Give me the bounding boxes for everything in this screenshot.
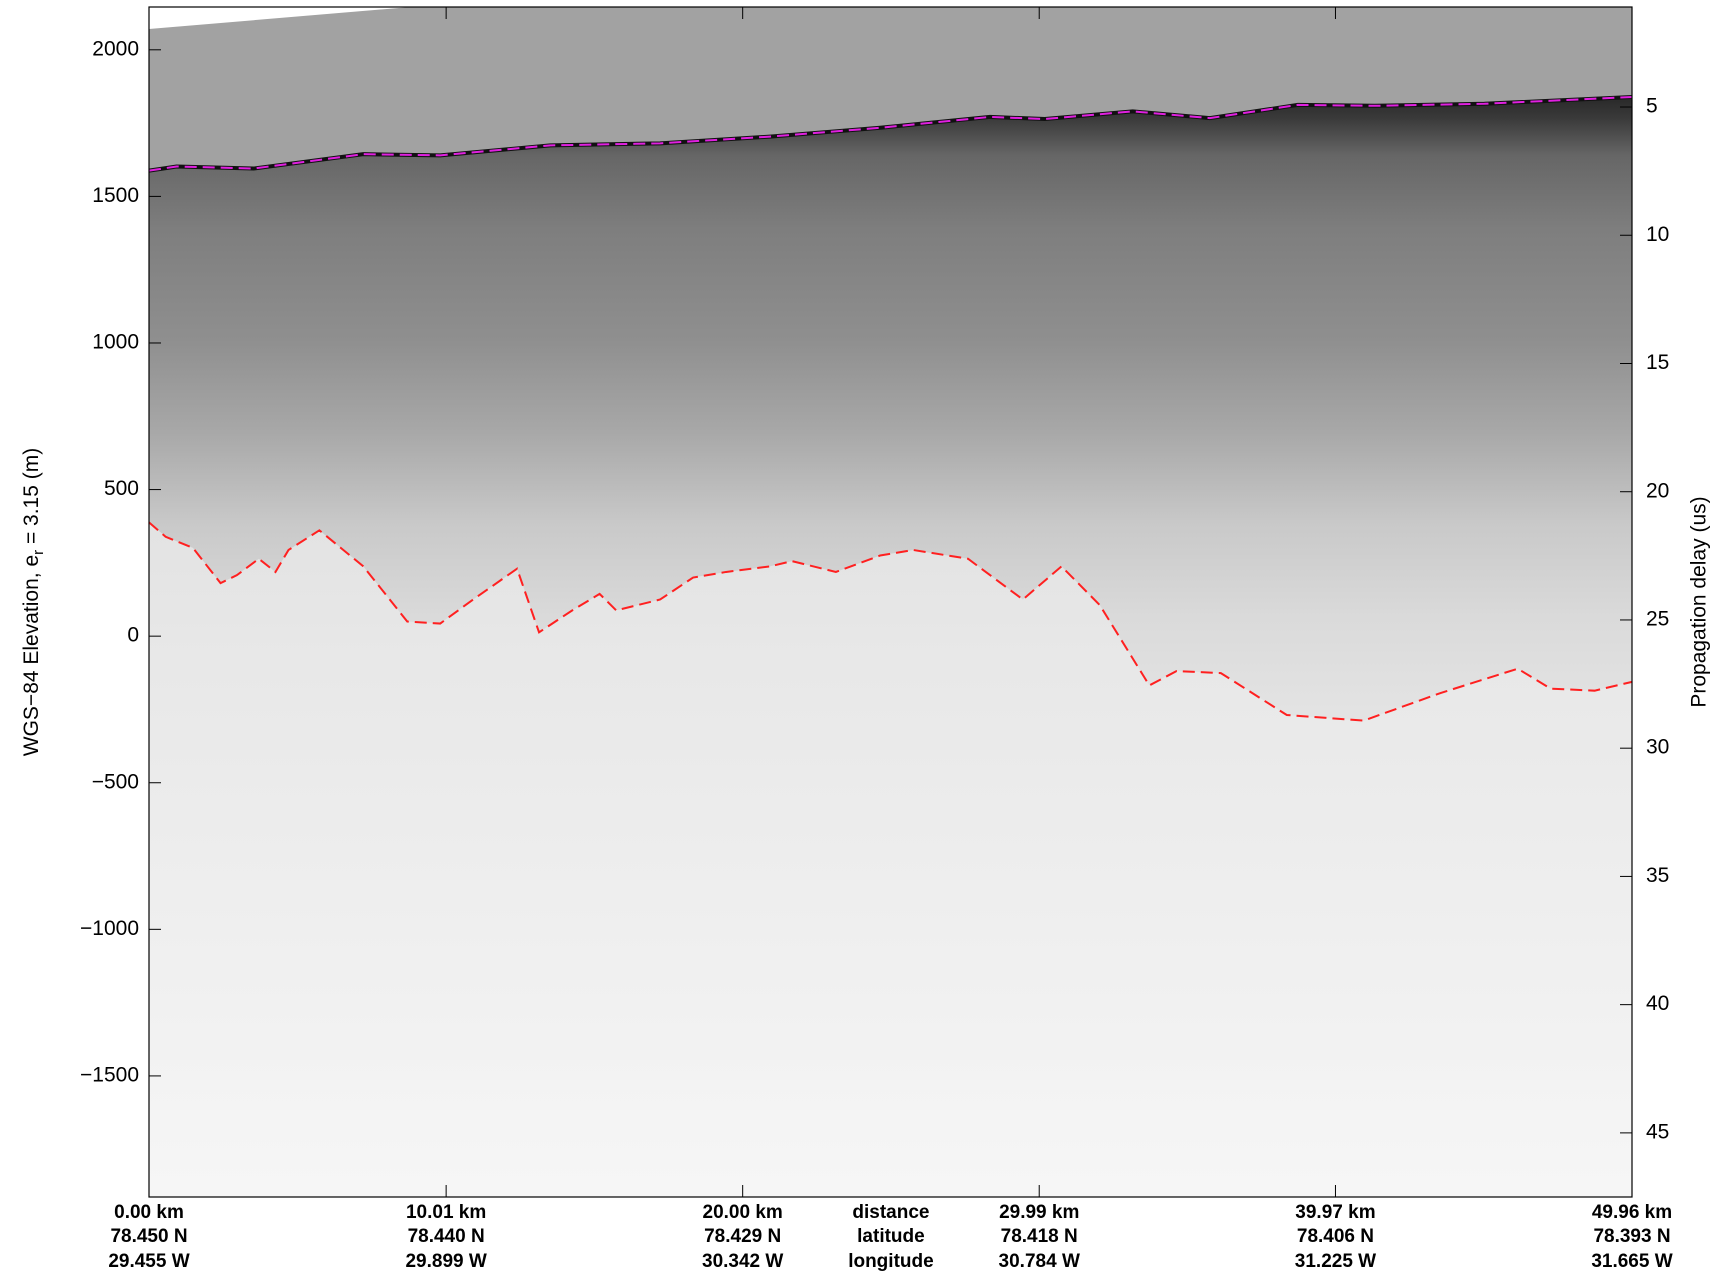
plot-frame [148,6,1633,1198]
y2-tick-label: 5 [1646,95,1658,118]
y2-tick-label: 45 [1646,1120,1669,1143]
y-axis-label-text: WGS−84 Elevation, e [20,555,43,756]
x-row-label: longitude [848,1251,933,1272]
layer-line [148,521,1633,722]
x-tick-latitude: 78.418 N [1001,1226,1078,1247]
y-tick-label: 1500 [92,184,139,207]
x-tick-longitude: 31.665 W [1591,1251,1672,1272]
x-tick-label: 20.00 km [703,1202,783,1223]
y-axis-label-subscript: r [30,550,47,555]
echogram [149,7,1632,1197]
echogram-blank [149,7,411,29]
x-tick-longitude: 29.899 W [405,1251,486,1272]
y2-tick-label: 40 [1646,992,1669,1015]
x-tick-label: 0.00 km [114,1202,184,1223]
x-tick-label: 29.99 km [999,1202,1079,1223]
x-row-label: latitude [857,1226,925,1247]
y2-tick-label: 10 [1646,223,1669,246]
echogram-air [149,7,1632,171]
echogram-ice [149,97,1632,721]
x-tick-latitude: 78.440 N [408,1226,485,1247]
y-axis-label: WGS−84 Elevation, er = 3.15 (m) [20,448,47,756]
y2-tick-label: 25 [1646,607,1669,630]
y-tick-label: −500 [92,770,139,793]
x-tick-longitude: 30.342 W [702,1251,783,1272]
x-tick-label: 49.96 km [1592,1202,1672,1223]
y2-axis-label: Propagation delay (us) [1688,496,1711,707]
x-tick-latitude: 78.450 N [110,1226,187,1247]
y-tick-label: −1500 [80,1063,139,1086]
plot-marks [148,95,1633,722]
x-tick-latitude: 78.406 N [1297,1226,1374,1247]
y2-tick-label: 30 [1646,736,1669,759]
y2-tick-label: 20 [1646,479,1669,502]
x-row-label: distance [852,1202,929,1223]
x-tick-label: 10.01 km [406,1202,486,1223]
x-tick-longitude: 29.455 W [108,1251,189,1272]
y-axis-label-suffix: = 3.15 (m) [20,448,43,550]
x-tick-longitude: 30.784 W [999,1251,1080,1272]
x-tick-label: 39.97 km [1295,1202,1375,1223]
y2-tick-label: 15 [1646,351,1669,374]
x-tick-longitude: 31.225 W [1295,1251,1376,1272]
y-tick-label: 500 [104,477,139,500]
x-tick-latitude: 78.429 N [704,1226,781,1247]
y2-tick-label: 35 [1646,864,1669,887]
y-tick-label: 2000 [92,37,139,60]
layer-line [148,96,1633,172]
y-tick-label: 1000 [92,331,139,354]
y-tick-label: −1000 [80,917,139,940]
y-tick-label: 0 [127,624,139,647]
x-tick-latitude: 78.393 N [1593,1226,1670,1247]
